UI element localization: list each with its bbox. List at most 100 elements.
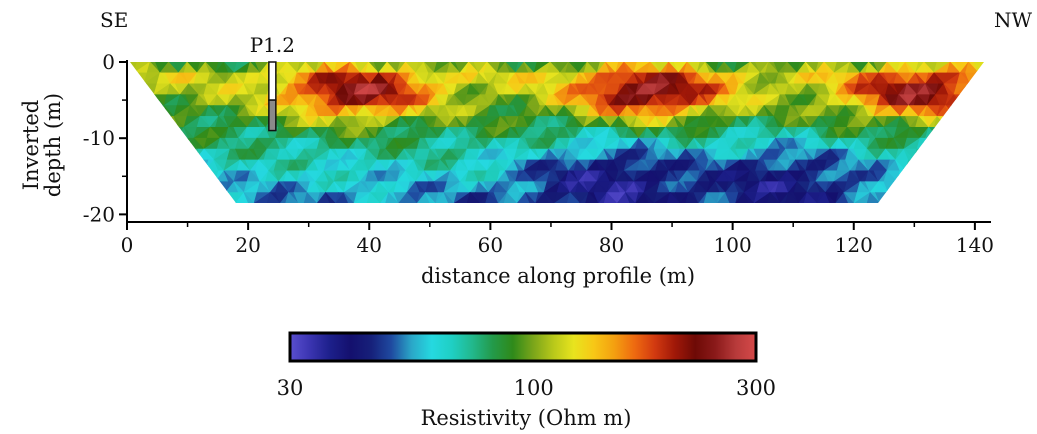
mesh-cell [727,203,735,214]
mesh-cell [890,203,898,214]
mesh-cell [144,182,160,193]
y-tick-label: 0 [102,50,115,74]
mesh-cell [927,149,940,160]
mesh-cell [864,203,880,214]
mesh-cell [517,203,530,214]
mesh-cell [934,171,950,182]
mesh-cell [127,106,140,117]
mesh-cell [335,203,348,214]
mesh-cell [954,193,970,204]
mesh-cell [477,203,490,214]
mesh-cell [977,160,990,171]
mesh-cell [154,203,164,214]
mesh-cell [147,127,160,138]
mesh-cell [967,138,975,149]
mesh-cell [930,138,938,149]
mesh-cell [264,203,280,214]
mesh-cell [414,203,427,214]
mesh-cell [959,149,967,160]
mesh-cell [285,203,298,214]
mesh-cell [177,149,185,160]
mesh-cell [145,203,153,214]
mesh-cell [927,203,940,214]
mesh-cell [924,160,940,171]
colorbar-tick-label: 30 [277,376,304,400]
mesh-cell [377,203,390,214]
x-tick-label: 20 [235,233,260,257]
mesh-cell [145,106,158,117]
mesh-cell [964,149,977,160]
mesh-cell [627,203,640,214]
mesh-cell [917,193,925,204]
mesh-cell [290,203,298,214]
mesh-cell [154,193,170,204]
mesh-cell [925,193,938,204]
mesh-cell [197,171,210,182]
mesh-cell [317,203,330,214]
mesh-cell [617,203,630,214]
mesh-cell [964,106,974,117]
mesh-cell [195,160,205,171]
mesh-cell [967,193,980,204]
mesh-cell [157,127,170,138]
mesh-cell [935,203,945,214]
mesh-cell [944,193,957,204]
mesh-cell [189,182,197,193]
mesh-cell [157,138,170,149]
mesh-cell [785,203,798,214]
mesh-cell [137,106,145,117]
mesh-cell [799,203,809,214]
mesh-cell [980,203,990,214]
mesh-cell [754,203,764,214]
mesh-cell [944,127,957,138]
mesh-cell [955,106,963,117]
mesh-cell [880,203,890,214]
mesh-cell [364,203,380,214]
mesh-cell [924,160,940,171]
mesh-cell [955,171,968,182]
mesh-cell [695,203,708,214]
mesh-cell [309,203,317,214]
mesh-cell [134,127,147,138]
mesh-cell [207,182,220,193]
mesh-cell [885,203,898,214]
mesh-cell [709,203,717,214]
mesh-cell [975,73,988,84]
mesh-cell [195,203,208,214]
mesh-cell [947,116,955,127]
x-tick-label: 140 [956,233,994,257]
mesh-cell [127,203,135,214]
mesh-cell [180,193,188,204]
mesh-cell [127,95,140,106]
mesh-cell [944,193,954,204]
mesh-cell [134,171,150,182]
mesh-cell [949,138,957,149]
mesh-cell [204,203,217,214]
mesh-cell [940,149,948,160]
mesh-cell [915,182,928,193]
mesh-cell [955,116,965,127]
mesh-cell [965,182,978,193]
mesh-cell [969,160,977,171]
mesh-cell [170,182,178,193]
mesh-cell [965,127,978,138]
mesh-cell [137,160,150,171]
mesh-cell [935,138,948,149]
mesh-cell [965,116,978,127]
mesh-cell [954,193,970,204]
mesh-cell [345,203,353,214]
mesh-cell [977,95,990,106]
mesh-cell [979,73,989,84]
mesh-cell [680,203,690,214]
mesh-cell [167,193,180,204]
mesh-cell [845,203,853,214]
mesh-cell [897,182,910,193]
mesh-cell [944,138,957,149]
mesh-cell [907,182,915,193]
mesh-cell [195,160,208,171]
x-tick-label: 60 [478,233,503,257]
mesh-cell [960,171,968,182]
mesh-cell [754,203,767,214]
mesh-cell [780,203,790,214]
